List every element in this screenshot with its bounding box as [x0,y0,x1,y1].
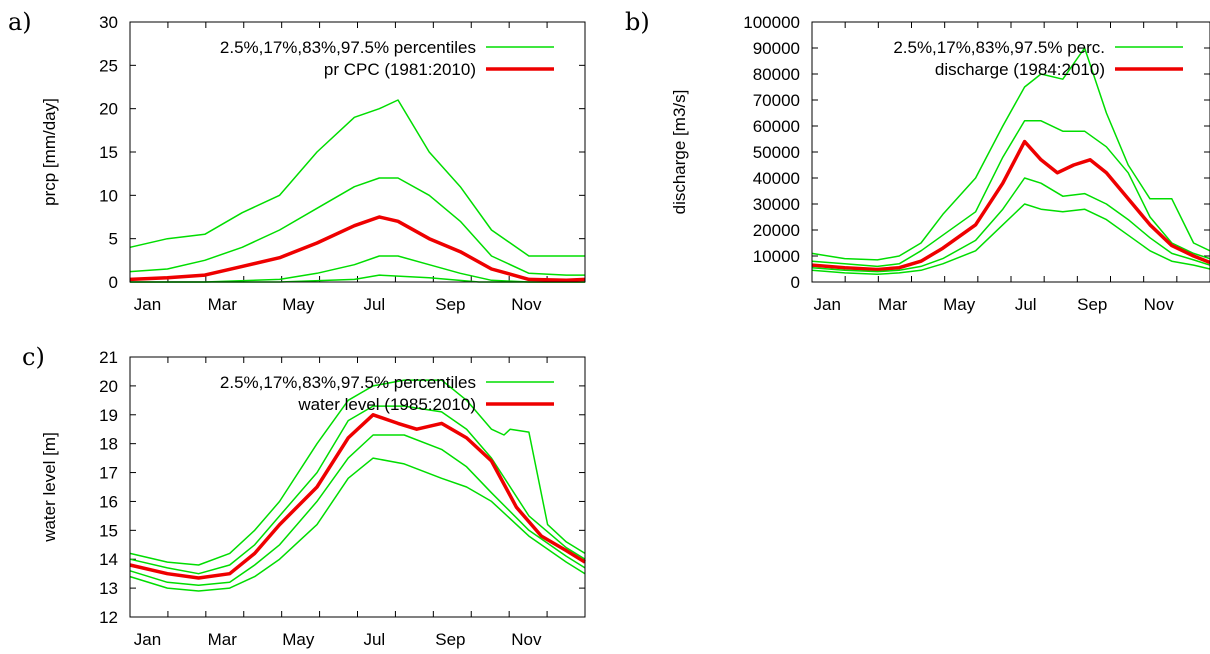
chart-panel-2: b) discharge [m3/s] 0 10000 20000 30000 40000 5… [625,8,1210,314]
y-tick-label: 30000 [753,195,800,214]
panel-letter: b) [625,8,650,36]
x-tick-label: Sep [435,295,465,314]
y-tick-label: 19 [99,406,118,425]
y-tick-label: 60000 [753,117,800,136]
y-tick-label: 21 [99,348,118,367]
plot-frame [129,21,586,283]
y-tick-label: 20000 [753,221,800,240]
y-tick-label: 5 [109,230,118,249]
y-tick-label: 15 [99,521,118,540]
legend-label: pr CPC (1981:2010) [324,60,476,79]
x-tick-label: Jan [814,295,841,314]
y-tick-label: 18 [99,435,118,454]
x-tick-label: Sep [1077,295,1107,314]
y-axis-label: water level [m] [40,432,59,543]
series-line-p83 [129,177,585,276]
y-tick-label: 40000 [753,169,800,188]
series-line-p83 [811,120,1210,268]
legend-label: 2.5%,17%,83%,97.5% percentiles [220,373,476,392]
series-line-p2.5 [129,457,586,592]
x-tick-label: Mar [208,295,238,314]
plot-frame [811,21,1210,283]
x-tick-label: Mar [878,295,908,314]
y-tick-label: 12 [99,608,118,627]
y-tick-label: 0 [109,273,118,292]
y-tick-label: 20 [99,377,118,396]
x-tick-label: Jul [363,630,385,649]
plot-frame [129,356,586,618]
series-line-p17 [130,255,585,283]
y-tick-label: 70000 [753,91,800,110]
y-tick-label: 10 [99,186,118,205]
panel-letter: c) [22,343,45,371]
x-tick-label: May [282,630,315,649]
y-tick-label: 0 [791,273,800,292]
chart-panel-1: a) prcp [mm/day] 0 5 10 15 20 25 30 Jan Mar May Jul S… [8,8,586,314]
series-line-p975 [811,47,1210,261]
x-tick-label: Nov [1144,295,1175,314]
legend-label: discharge (1984:2010) [935,60,1105,79]
series-line-p975 [129,379,586,566]
series-line-p2.5 [811,203,1210,275]
y-tick-label: 13 [99,579,118,598]
y-tick-label: 30 [99,13,118,32]
y-tick-label: 16 [99,492,118,511]
legend-label: water level (1985:2010) [297,395,476,414]
series-line-p975 [129,99,585,257]
x-tick-label: Nov [511,630,542,649]
y-tick-label: 100000 [743,13,800,32]
x-tick-label: Jan [134,630,161,649]
chart-panel-3: c) water level [m] 12 13 14 15 16 17 18 19 20 21 Jan… [22,343,586,649]
x-tick-label: Mar [208,630,238,649]
x-tick-label: May [282,295,315,314]
series-line-mean [129,215,586,283]
x-tick-label: Sep [435,630,465,649]
y-tick-label: 15 [99,143,118,162]
series-line-p17 [129,434,586,586]
panel-letter: a) [8,8,32,36]
y-tick-label: 14 [99,550,118,569]
y-axis-label: prcp [mm/day] [40,98,59,206]
y-tick-label: 90000 [753,39,800,58]
x-tick-label: May [943,295,976,314]
x-tick-label: Jul [363,295,385,314]
legend-label: 2.5%,17%,83%,97.5% perc. [893,38,1105,57]
y-axis-label: discharge [m3/s] [670,90,689,215]
series-line-p17 [811,177,1210,273]
series-line-p83 [129,405,586,575]
series-line-mean [129,413,586,580]
series-line-mean [811,139,1210,272]
y-tick-label: 80000 [753,65,800,84]
x-tick-label: Nov [511,295,542,314]
y-tick-label: 25 [99,56,118,75]
x-tick-label: Jul [1015,295,1037,314]
x-tick-label: Jan [134,295,161,314]
y-tick-label: 50000 [753,143,800,162]
y-tick-label: 10000 [753,247,800,266]
y-tick-label: 20 [99,100,118,119]
legend-label: 2.5%,17%,83%,97.5% percentiles [220,38,476,57]
y-tick-label: 17 [99,464,118,483]
